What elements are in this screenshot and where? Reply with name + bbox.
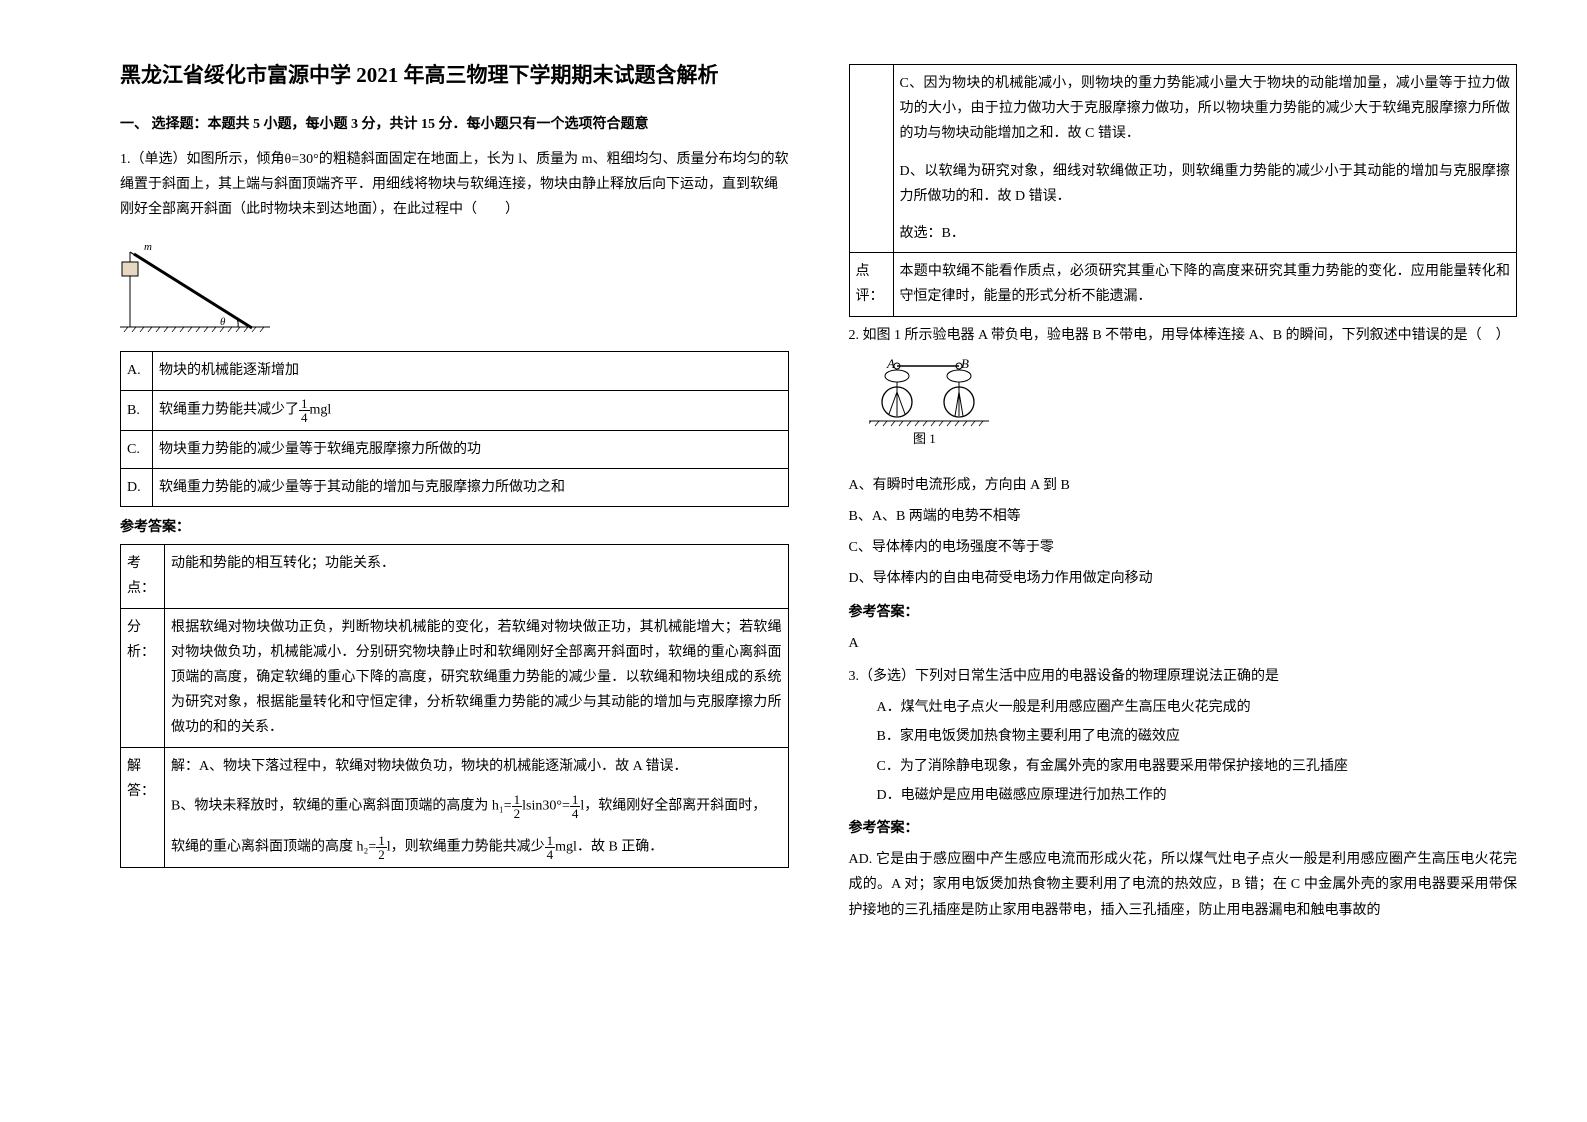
jieda-cont: C、因为物块的机械能减小，则物块的重力势能减小量大于物块的动能增加量，减小量等于… xyxy=(893,65,1517,253)
frac-num: 1 xyxy=(570,793,581,807)
frac-den: 4 xyxy=(545,848,556,861)
svg-text:m: m xyxy=(144,241,152,253)
fraction-icon: 12 xyxy=(512,793,523,820)
opt-d-text: 软绳重力势能的减少量等于其动能的增加与克服摩擦力所做功之和 xyxy=(153,468,789,506)
jd-b-m1: lsin30°= xyxy=(522,798,570,813)
q2-opt-a: A、有瞬时电流形成，方向由 A 到 B xyxy=(849,473,1518,498)
answer-label: 参考答案： xyxy=(120,515,789,540)
table-row: A. 物块的机械能逐渐增加 xyxy=(121,352,789,390)
jieda-content: 解：A、物块下落过程中，软绳对物块做负功，物块的机械能逐渐减小．故 A 错误． … xyxy=(165,747,789,867)
table-row: 考点： 动能和势能的相互转化；功能关系． xyxy=(121,545,789,608)
dianping-tag: 点评： xyxy=(849,253,893,316)
opt-b-text: 软绳重力势能共减少了14mgl xyxy=(153,390,789,430)
opt-label-a: A. xyxy=(121,352,153,390)
kaodian-text: 动能和势能的相互转化；功能关系． xyxy=(165,545,789,608)
jieda-tag: 解答： xyxy=(121,747,165,867)
frac-num: 1 xyxy=(512,793,523,807)
page-title: 黑龙江省绥化市富源中学 2021 年高三物理下学期期末试题含解析 xyxy=(120,60,789,92)
frac-den: 4 xyxy=(299,411,310,424)
frac-num: 1 xyxy=(299,397,310,411)
frac-num: 1 xyxy=(376,834,387,848)
kaodian-tag: 考点： xyxy=(121,545,165,608)
q1-options-table: A. 物块的机械能逐渐增加 B. 软绳重力势能共减少了14mgl C. 物块重力… xyxy=(120,351,789,507)
jd-b2-post: mgl．故 B 正确． xyxy=(555,839,663,854)
q2-opt-c: C、导体棒内的电场强度不等于零 xyxy=(849,535,1518,560)
left-column: 黑龙江省绥化市富源中学 2021 年高三物理下学期期末试题含解析 一、 选择题：… xyxy=(100,60,819,1082)
jd-b2-mid: l，则软绳重力势能共减少 xyxy=(387,839,545,854)
table-row: D. 软绳重力势能的减少量等于其动能的增加与克服摩擦力所做功之和 xyxy=(121,468,789,506)
fenxi-text: 根据软绳对物块做功正负，判断物块机械能的变化，若软绳对物块做正功，其机械能增大；… xyxy=(165,608,789,747)
frac-den: 4 xyxy=(570,807,581,820)
table-row: 解答： 解：A、物块下落过程中，软绳对物块做负功，物块的机械能逐渐减小．故 A … xyxy=(121,747,789,867)
right-column: C、因为物块的机械能减小，则物块的重力势能减小量大于物块的动能增加量，减小量等于… xyxy=(819,60,1538,1082)
q1-analysis-table-cont: C、因为物块的机械能减小，则物块的重力势能减小量大于物块的动能增加量，减小量等于… xyxy=(849,64,1518,317)
answer-label: 参考答案： xyxy=(849,600,1518,625)
q2-opt-d: D、导体棒内的自由电荷受电场力作用做定向移动 xyxy=(849,566,1518,591)
opt-c-text: 物块重力势能的减少量等于软绳克服摩擦力所做的功 xyxy=(153,430,789,468)
section-1-heading: 一、 选择题：本题共 5 小题，每小题 3 分，共计 15 分．每小题只有一个选… xyxy=(120,112,789,137)
q1-diagram: m θ xyxy=(120,232,789,341)
validator-svg: A B xyxy=(869,358,1009,458)
q2-opt-b: B、A、B 两端的电势不相等 xyxy=(849,504,1518,529)
dianping-text: 本题中软绳不能看作质点，必须研究其重心下降的高度来研究其重力势能的变化．应用能量… xyxy=(893,253,1517,316)
svg-text:θ: θ xyxy=(220,316,226,328)
jd-d: D、以软绳为研究对象，细线对软绳做正功，则软绳重力势能的减少小于其动能的增加与克… xyxy=(900,159,1511,209)
ramp-svg: m θ xyxy=(120,232,270,332)
opt-b-post: mgl xyxy=(310,402,332,417)
jd-c: C、因为物块的机械能减小，则物块的重力势能减小量大于物块的动能增加量，减小量等于… xyxy=(900,71,1511,147)
table-row: C、因为物块的机械能减小，则物块的重力势能减小量大于物块的动能增加量，减小量等于… xyxy=(849,65,1517,253)
q2-stem: 2. 如图 1 所示验电器 A 带负电，验电器 B 不带电，用导体棒连接 A、B… xyxy=(849,323,1518,348)
q2-diagram: A B xyxy=(869,358,1518,467)
opt-b-pre: 软绳重力势能共减少了 xyxy=(159,402,299,417)
fenxi-tag: 分析： xyxy=(121,608,165,747)
table-row: C. 物块重力势能的减少量等于软绳克服摩擦力所做的功 xyxy=(121,430,789,468)
q3-opt-c: C．为了消除静电现象，有金属外壳的家用电器要采用带保护接地的三孔插座 xyxy=(877,754,1518,779)
opt-label-c: C. xyxy=(121,430,153,468)
jd-b2-pre: 软绳的重心离斜面顶端的高度 h₂= xyxy=(171,839,376,854)
q3-opt-d: D．电磁炉是应用电磁感应原理进行加热工作的 xyxy=(877,783,1518,808)
jd-b2: 软绳的重心离斜面顶端的高度 h₂=12l，则软绳重力势能共减少14mgl．故 B… xyxy=(171,834,782,861)
jd-b-m2: l，软绳刚好全部离开斜面时， xyxy=(580,798,766,813)
opt-label-b: B. xyxy=(121,390,153,430)
fraction-icon: 12 xyxy=(376,834,387,861)
table-row: B. 软绳重力势能共减少了14mgl xyxy=(121,390,789,430)
q2-answer: A xyxy=(849,631,1518,656)
jd-b: B、物块未释放时，软绳的重心离斜面顶端的高度为 h₁=12lsin30°=14l… xyxy=(171,793,782,820)
table-row: 点评： 本题中软绳不能看作质点，必须研究其重心下降的高度来研究其重力势能的变化．… xyxy=(849,253,1517,316)
jd-b-pre: B、物块未释放时，软绳的重心离斜面顶端的高度为 h₁= xyxy=(171,798,512,813)
frac-den: 2 xyxy=(376,848,387,861)
opt-label-d: D. xyxy=(121,468,153,506)
label-b: B xyxy=(961,358,969,371)
q3-answer: AD. 它是由于感应圈中产生感应电流而形成火花，所以煤气灶电子点火一般是利用感应… xyxy=(849,847,1518,923)
q1-analysis-table: 考点： 动能和势能的相互转化；功能关系． 分析： 根据软绳对物块做功正负，判断物… xyxy=(120,544,789,868)
fraction-icon: 14 xyxy=(299,397,310,424)
table-row: 分析： 根据软绳对物块做功正负，判断物块机械能的变化，若软绳对物块做正功，其机械… xyxy=(121,608,789,747)
answer-label: 参考答案： xyxy=(849,816,1518,841)
q3-opt-a: A．煤气灶电子点火一般是利用感应圈产生高压电火花完成的 xyxy=(877,695,1518,720)
opt-a-text: 物块的机械能逐渐增加 xyxy=(153,352,789,390)
fraction-icon: 14 xyxy=(545,834,556,861)
jieda-cont-tag xyxy=(849,65,893,253)
jd-a: 解：A、物块下落过程中，软绳对物块做负功，物块的机械能逐渐减小．故 A 错误． xyxy=(171,754,782,779)
fig-label: 图 1 xyxy=(913,431,936,446)
q3-opt-b: B．家用电饭煲加热食物主要利用了电流的磁效应 xyxy=(877,724,1518,749)
q1-stem: 1.（单选）如图所示，倾角θ=30°的粗糙斜面固定在地面上，长为 l、质量为 m… xyxy=(120,147,789,223)
fraction-icon: 14 xyxy=(570,793,581,820)
label-a: A xyxy=(886,358,895,371)
q3-stem: 3.（多选）下列对日常生活中应用的电器设备的物理原理说法正确的是 xyxy=(849,664,1518,689)
frac-num: 1 xyxy=(545,834,556,848)
frac-den: 2 xyxy=(512,807,523,820)
jd-sel: 故选：B． xyxy=(900,221,1511,246)
